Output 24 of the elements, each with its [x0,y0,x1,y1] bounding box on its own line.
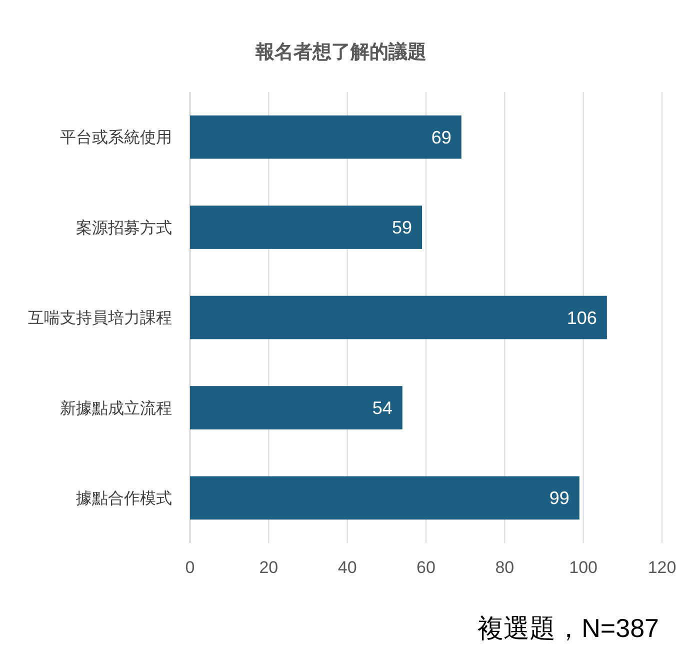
x-tick-label: 80 [495,558,514,577]
x-tick-label: 60 [416,558,436,577]
bar [190,296,607,340]
x-tick-label: 120 [648,558,676,577]
bar [190,386,402,430]
data-label: 69 [431,127,452,148]
data-label: 99 [549,488,570,508]
x-tick-label: 100 [569,558,598,577]
y-tick-label: 新據點成立流程 [60,399,172,418]
y-tick-label: 互喘支持員培力課程 [28,309,172,328]
chart-title: 報名者想了解的議題 [254,41,426,63]
bar [190,206,422,249]
x-tick-label: 20 [259,558,278,577]
y-tick-label: 據點合作模式 [76,490,172,508]
x-tick-label: 40 [338,558,357,577]
y-tick-label: 平台或系統使用 [60,128,172,147]
x-tick-label: 0 [185,558,195,577]
data-label: 54 [372,398,392,418]
bar [190,115,462,159]
y-tick-label: 案源招募方式 [76,218,172,237]
text: 複選題，N=387 [478,613,659,643]
data-label: 106 [566,308,597,328]
data-label: 59 [392,218,412,238]
bar [190,476,580,520]
